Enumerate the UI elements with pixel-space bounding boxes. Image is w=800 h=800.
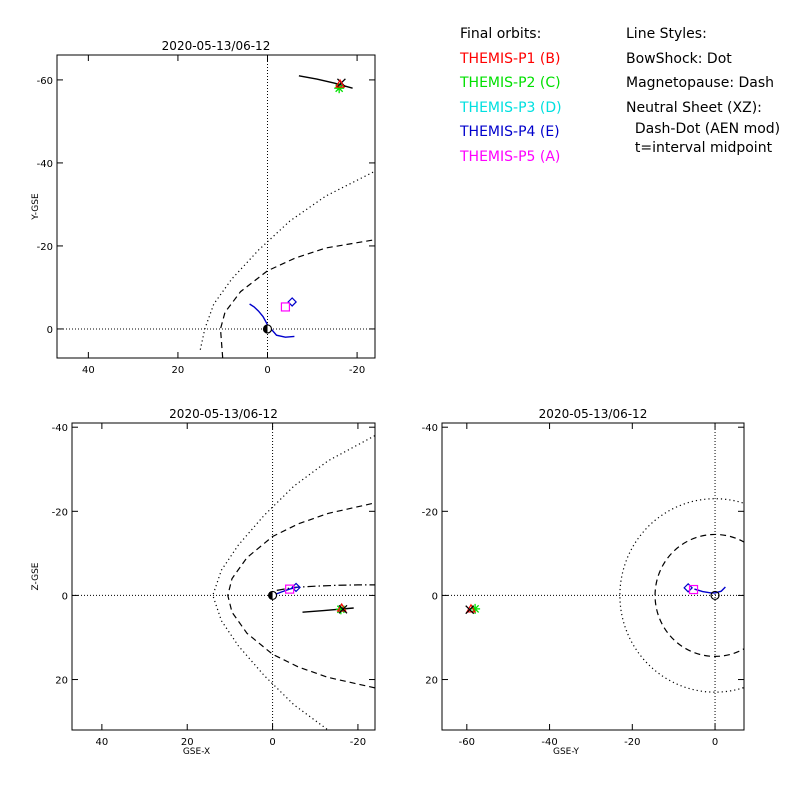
x-tick-label: -20	[350, 737, 366, 748]
legend-probe-p5: THEMIS-P5 (A)	[460, 148, 561, 165]
y-tick-label: -40	[422, 423, 438, 434]
marker-square	[285, 584, 295, 594]
legend-style-magnetopause: Magnetopause: Dash	[626, 75, 775, 91]
marker-diamond	[683, 583, 693, 593]
y-tick-label: -40	[37, 159, 53, 170]
legend-probe-p4: THEMIS-P4 (E)	[460, 124, 560, 140]
plot-frame	[441, 422, 745, 731]
legend-line-styles: Line Styles: BowShock: Dot Magnetopause:…	[626, 22, 780, 158]
y-axis-label: Y-GSE	[31, 193, 41, 221]
legend-style-dashdot: Dash-Dot (AEN mod)	[626, 121, 781, 137]
panel-title: 2020-05-13/06-12	[162, 39, 271, 53]
x-axis-label: GSE-Y	[553, 747, 580, 757]
x-tick-label: -20	[349, 365, 365, 376]
series-dashdot-2	[276, 584, 375, 591]
marker-diamond	[287, 297, 297, 307]
y-tick-label: 20	[55, 676, 68, 687]
y-tick-label: -40	[52, 423, 68, 434]
y-tick-label: -60	[37, 76, 53, 87]
series-solid-4	[266, 324, 295, 338]
legend-style-neutral-sheet: Neutral Sheet (XZ):	[626, 99, 762, 116]
panel-title: 2020-05-13/06-12	[539, 407, 648, 421]
x-tick-label: 0	[264, 365, 270, 376]
y-tick-label: 0	[47, 325, 53, 336]
plot-area	[619, 498, 744, 693]
marker-earth	[267, 590, 278, 601]
x-tick-label: 20	[172, 365, 185, 376]
series-solid-2	[694, 586, 726, 594]
marker-earth	[262, 324, 273, 334]
panel-xz: 40 20 0 -20 20 0 -20 -40 2020-05-13/06-12 GSE-X Z-…	[31, 407, 376, 757]
series-dash-boundary	[654, 533, 744, 657]
legend-probe-p2: THEMIS-P2 (C)	[460, 75, 561, 91]
y-tick-label: -20	[37, 242, 53, 253]
marker-triangle	[335, 78, 346, 88]
y-tick-label: -20	[52, 507, 68, 518]
marker-cross	[465, 605, 475, 615]
x-tick-label: 0	[712, 737, 718, 748]
x-tick-label: -20	[624, 737, 640, 748]
panel-xy: 40 20 0 -20 -60 -40 -20 0 2020-05-13/06-12 Y-GSE	[31, 39, 376, 376]
panel-title: 2020-05-13/06-12	[169, 407, 278, 421]
plot-area	[199, 75, 375, 358]
plot-frame	[56, 54, 376, 359]
series-dot-0	[199, 170, 375, 350]
plot-frame	[71, 422, 376, 731]
y-tick-label: 20	[425, 676, 438, 687]
x-tick-label: -60	[459, 737, 475, 748]
y-tick-label: 0	[62, 591, 68, 602]
y-tick-label: 0	[432, 591, 438, 602]
legend-probe-p3: THEMIS-P3 (D)	[460, 99, 562, 116]
x-tick-label: 0	[269, 737, 275, 748]
x-tick-label: 40	[82, 365, 95, 376]
legend-style-bowshock: BowShock: Dot	[626, 50, 732, 67]
marker-square	[280, 302, 291, 312]
y-axis-label: Z-GSE	[31, 562, 41, 590]
x-axis-label: GSE-X	[183, 747, 210, 757]
legend-styles-title: Line Styles:	[626, 26, 707, 42]
marker-square	[688, 584, 699, 595]
series-dash-1	[219, 239, 375, 358]
series-solid-3	[249, 303, 269, 326]
panel-yz: -60 -40 -20 0 20 0 -20 -40 2020-05-13/06-12 GSE-Y	[422, 407, 745, 757]
y-tick-label: -20	[422, 507, 438, 518]
x-tick-label: -40	[541, 737, 557, 748]
marker-earth_open	[710, 590, 720, 601]
x-tick-label: 40	[96, 737, 109, 748]
x-tick-label: 20	[181, 737, 194, 748]
marker-cross	[338, 604, 348, 614]
legend-orbits: Final orbits: THEMIS-P1 (B) THEMIS-P2 (C…	[460, 22, 562, 169]
legend-probe-p1: THEMIS-P1 (B)	[460, 50, 561, 67]
legend-style-midpoint: t=interval midpoint	[626, 140, 773, 156]
series-dash-1	[227, 502, 375, 689]
legend-orbits-title: Final orbits:	[460, 26, 542, 42]
